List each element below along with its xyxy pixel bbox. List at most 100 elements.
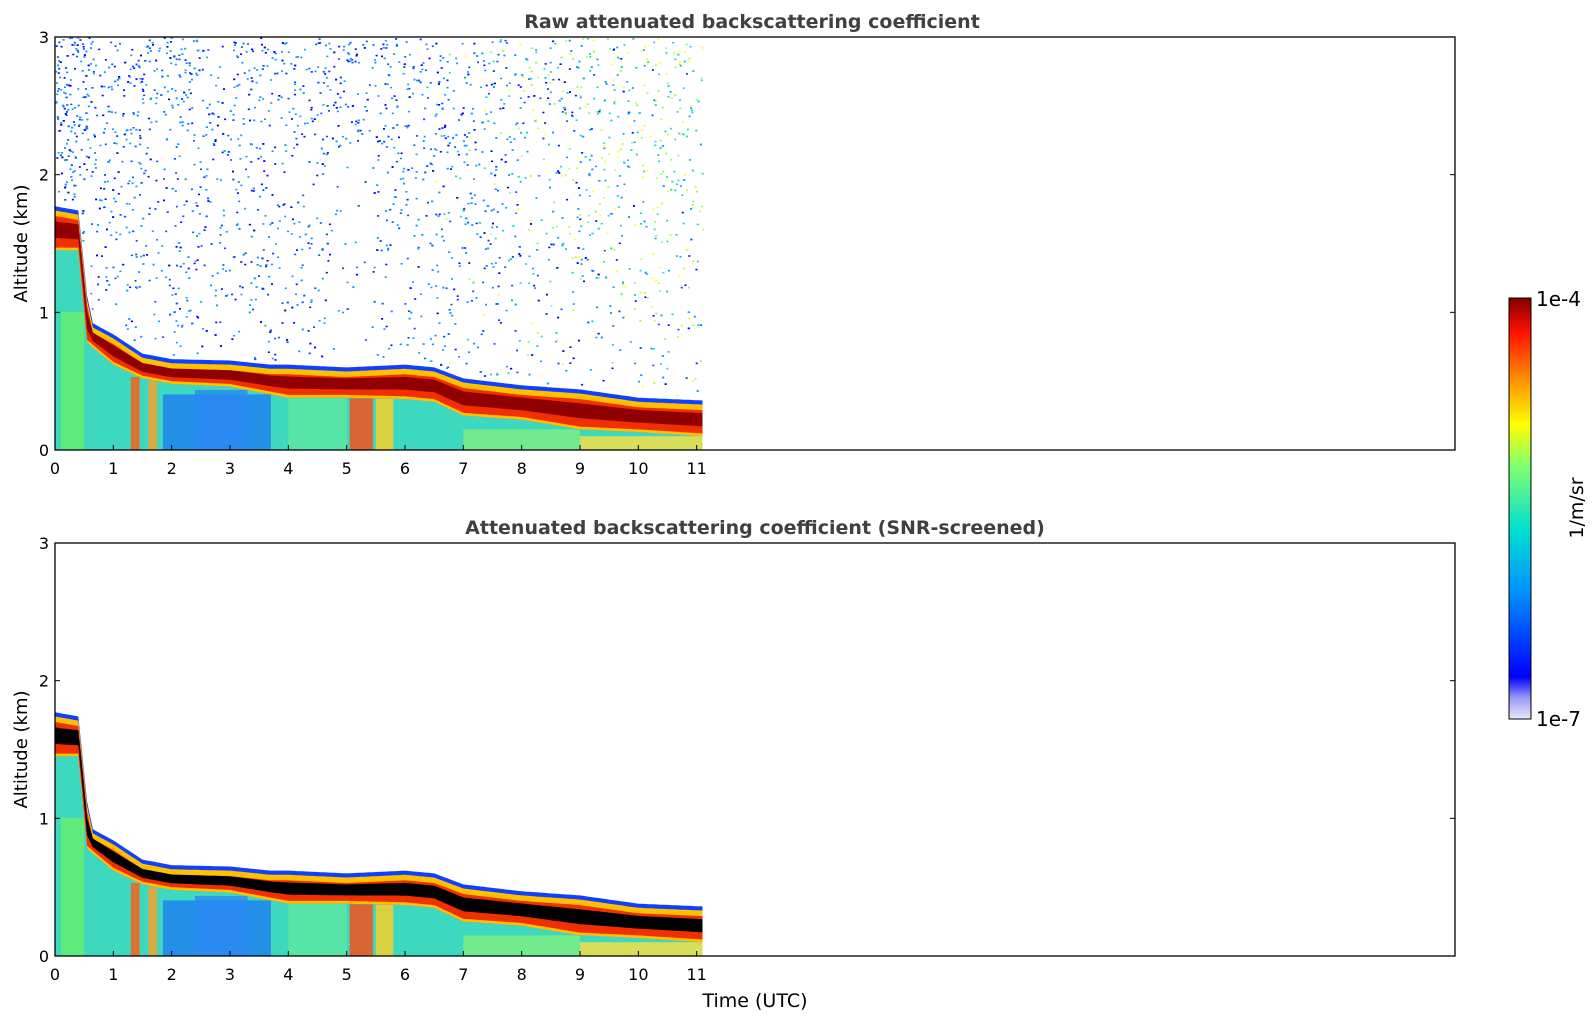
noise-pixel — [468, 66, 471, 69]
noise-pixel — [372, 271, 375, 273]
noise-pixel — [585, 56, 588, 58]
noise-pixel — [232, 178, 235, 181]
noise-pixel — [238, 83, 241, 86]
noise-pixel — [259, 265, 262, 267]
noise-pixel — [381, 142, 384, 145]
noise-pixel — [641, 129, 643, 131]
noise-pixel — [654, 100, 657, 102]
noise-pixel — [135, 240, 138, 242]
noise-pixel — [296, 304, 299, 306]
noise-pixel — [659, 363, 662, 365]
noise-pixel — [510, 367, 513, 370]
noise-pixel — [132, 65, 134, 68]
noise-pixel — [496, 373, 499, 376]
noise-pixel — [116, 135, 119, 137]
noise-pixel — [590, 128, 593, 130]
noise-pixel — [280, 96, 283, 99]
noise-pixel — [276, 227, 279, 230]
noise-pixel — [141, 78, 144, 80]
noise-pixel — [391, 112, 394, 115]
noise-pixel — [678, 132, 681, 135]
noise-pixel — [564, 108, 567, 111]
noise-pixel — [528, 255, 531, 258]
noise-pixel — [66, 71, 69, 74]
panel-raw: Raw attenuated backscattering coefficien… — [11, 11, 1456, 478]
noise-pixel — [292, 218, 294, 221]
noise-pixel — [596, 111, 599, 113]
noise-pixel — [271, 283, 273, 285]
noise-pixel — [126, 284, 129, 286]
noise-pixel — [131, 48, 134, 51]
noise-pixel — [426, 165, 429, 167]
noise-pixel — [227, 151, 230, 153]
noise-pixel — [213, 144, 216, 146]
noise-pixel — [643, 84, 646, 87]
noise-pixel — [579, 161, 582, 163]
noise-pixel — [357, 129, 360, 132]
noise-pixel — [484, 69, 487, 72]
noise-pixel — [187, 123, 190, 125]
noise-pixel — [407, 124, 410, 127]
noise-pixel — [339, 106, 342, 108]
noise-pixel — [145, 84, 148, 86]
noise-pixel — [168, 264, 171, 267]
noise-pixel — [482, 199, 485, 202]
noise-pixel — [56, 116, 59, 118]
noise-pixel — [304, 122, 306, 125]
noise-pixel — [500, 158, 503, 161]
noise-pixel — [552, 243, 555, 246]
noise-pixel — [267, 340, 270, 343]
noise-pixel — [677, 53, 680, 56]
noise-pixel — [449, 312, 452, 314]
plot-frame — [54, 542, 1456, 957]
noise-pixel — [416, 79, 418, 82]
noise-pixel — [384, 83, 387, 85]
noise-pixel — [532, 267, 534, 270]
noise-pixel — [503, 54, 506, 57]
noise-pixel — [107, 110, 110, 113]
noise-pixel — [643, 124, 646, 127]
noise-pixel — [76, 49, 79, 52]
noise-pixel — [462, 209, 465, 212]
noise-pixel — [404, 303, 407, 305]
noise-pixel — [633, 282, 636, 284]
noise-pixel — [499, 322, 502, 324]
noise-pixel — [520, 132, 523, 134]
noise-pixel — [553, 201, 556, 204]
x-tick-label: 2 — [167, 965, 177, 984]
noise-pixel — [104, 59, 107, 61]
noise-pixel — [392, 127, 395, 129]
noise-pixel — [496, 60, 499, 63]
noise-pixel — [458, 119, 461, 121]
noise-pixel — [335, 140, 338, 143]
noise-pixel — [310, 71, 313, 73]
noise-pixel — [122, 146, 125, 148]
noise-pixel — [463, 207, 466, 210]
noise-pixel — [582, 38, 584, 40]
noise-pixel — [346, 281, 349, 284]
noise-pixel — [587, 321, 590, 324]
noise-pixel — [438, 191, 441, 194]
noise-pixel — [180, 221, 183, 223]
noise-pixel — [682, 222, 685, 225]
noise-pixel — [255, 81, 258, 84]
noise-pixel — [580, 225, 583, 227]
noise-pixel — [519, 282, 522, 284]
noise-pixel — [578, 60, 581, 63]
noise-pixel — [695, 268, 698, 271]
noise-pixel — [80, 60, 83, 63]
noise-pixel — [314, 133, 317, 136]
noise-pixel — [206, 107, 209, 109]
noise-pixel — [576, 262, 579, 264]
aerosol-stripe — [130, 883, 140, 956]
noise-pixel — [58, 67, 61, 70]
noise-pixel — [503, 103, 506, 105]
noise-pixel — [62, 120, 65, 122]
noise-pixel — [155, 179, 158, 182]
noise-pixel — [394, 189, 397, 191]
noise-pixel — [181, 98, 184, 100]
noise-pixel — [683, 179, 686, 181]
noise-pixel — [448, 53, 451, 56]
noise-pixel — [665, 47, 668, 49]
noise-pixel — [695, 98, 698, 101]
